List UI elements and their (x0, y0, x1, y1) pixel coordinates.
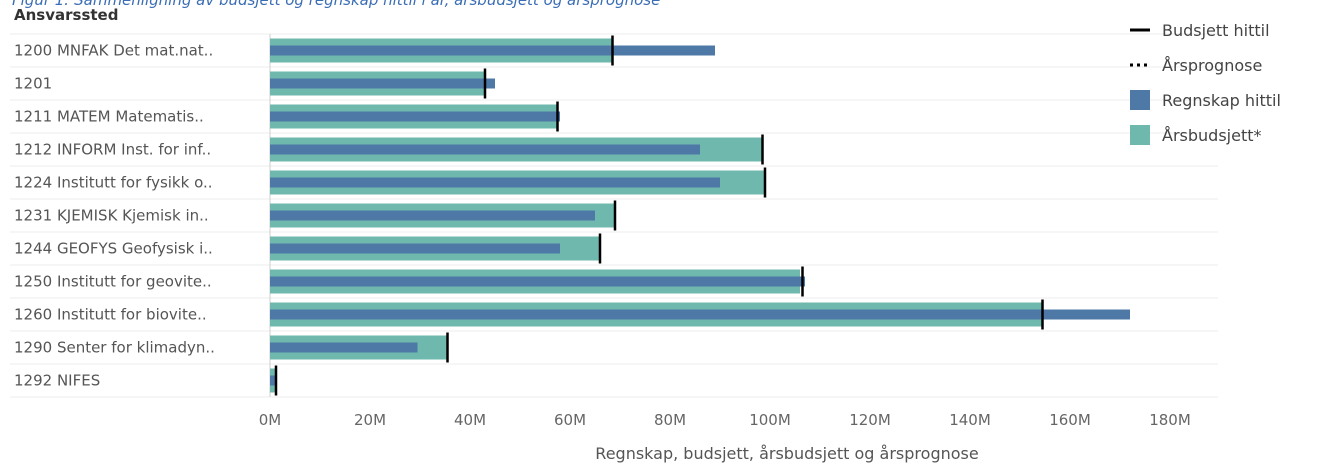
regnskap-bar (270, 45, 715, 56)
category-label: 1292 NIFES (14, 372, 100, 390)
x-tick-label: 100M (749, 411, 791, 429)
x-tick-label: 20M (354, 411, 386, 429)
x-tick-label: 80M (654, 411, 686, 429)
regnskap-bar (270, 243, 560, 254)
regnskap-bar (270, 177, 720, 188)
regnskap-bar (270, 210, 595, 221)
legend-square-icon (1130, 125, 1150, 145)
category-label: 1201 (14, 75, 52, 93)
legend-label: Regnskap hittil (1162, 91, 1281, 110)
x-tick-label: 160M (1049, 411, 1091, 429)
regnskap-bar (270, 78, 495, 89)
category-label: 1290 Senter for klimadyn.. (14, 339, 215, 357)
x-tick-label: 140M (949, 411, 991, 429)
category-label: 1211 MATEM Matematis.. (14, 108, 204, 126)
x-tick-label: 60M (554, 411, 586, 429)
legend-square-icon (1130, 90, 1150, 110)
legend-label: Årsbudsjett* (1162, 126, 1261, 145)
regnskap-bar (270, 144, 700, 155)
x-tick-label: 120M (849, 411, 891, 429)
regnskap-bar (270, 375, 276, 386)
row-header: Ansvarssted (14, 6, 118, 24)
regnskap-bar (270, 342, 418, 353)
regnskap-bar (270, 111, 560, 122)
x-tick-label: 180M (1149, 411, 1191, 429)
x-axis: 0M 20M 40M 60M 80M 100M 120M 140M 160M 180M (259, 411, 1191, 429)
plot-area: 1200 MNFAK Det mat.nat.. 1201 1211 MATEM M… (10, 33, 1218, 398)
x-axis-title: Regnskap, budsjett, årsbudsjett og årspr… (595, 444, 978, 463)
category-label: 1224 Institutt for fysikk o.. (14, 174, 213, 192)
x-tick-label: 0M (259, 411, 282, 429)
category-label: 1200 MNFAK Det mat.nat.. (14, 42, 213, 60)
regnskap-bar (270, 309, 1130, 320)
legend-label: Årsprognose (1162, 56, 1262, 75)
figure-caption: Figur 1: Sammenligning av budsjett og re… (12, 0, 661, 9)
category-label: 1244 GEOFYS Geofysisk i.. (14, 240, 213, 258)
category-label: 1260 Institutt for biovite.. (14, 306, 207, 324)
category-label: 1231 KJEMISK Kjemisk in.. (14, 207, 209, 225)
x-tick-label: 40M (454, 411, 486, 429)
category-label: 1212 INFORM Inst. for inf.. (14, 141, 211, 159)
legend-label: Budsjett hittil (1162, 21, 1270, 40)
legend: Budsjett hittil Årsprognose Regnskap hitti… (1130, 21, 1281, 145)
regnskap-bar (270, 276, 805, 287)
category-label: 1250 Institutt for geovite.. (14, 273, 212, 291)
